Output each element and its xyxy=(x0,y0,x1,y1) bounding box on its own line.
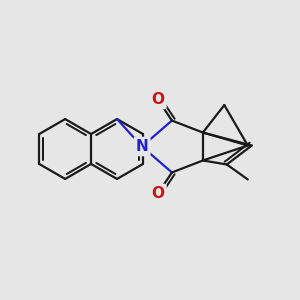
Text: O: O xyxy=(152,92,164,107)
Text: N: N xyxy=(136,139,148,154)
Text: O: O xyxy=(152,186,164,201)
